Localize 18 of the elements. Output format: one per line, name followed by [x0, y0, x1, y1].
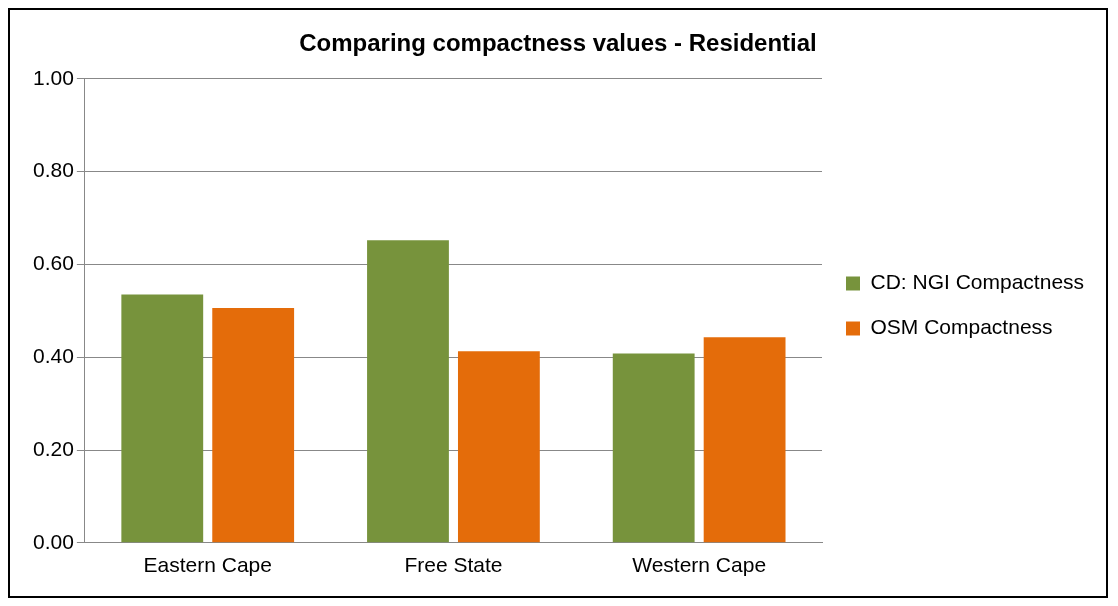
chart-title: Comparing compactness values - Residential — [299, 29, 817, 57]
bar — [367, 240, 449, 543]
y-tick-label: 0.80 — [33, 158, 74, 182]
x-tick-label: Free State — [404, 553, 503, 577]
y-tick-label: 0.60 — [33, 251, 74, 275]
bar — [121, 294, 204, 543]
y-tick-label: 1.00 — [33, 65, 74, 89]
y-tick-label: 0.40 — [33, 344, 74, 367]
y-tick-label: 0.00 — [33, 529, 74, 553]
y-tick-label: 0.20 — [33, 436, 74, 460]
bar — [457, 351, 540, 543]
bar — [703, 337, 786, 543]
legend-label: OSM Compactness — [870, 315, 1053, 339]
x-tick-label: Eastern Cape — [143, 553, 272, 577]
x-tick-label: Western Cape — [632, 553, 767, 577]
legend-label: CD: NGI Compactness — [870, 270, 1085, 294]
bar — [212, 308, 295, 543]
bar — [612, 353, 695, 543]
